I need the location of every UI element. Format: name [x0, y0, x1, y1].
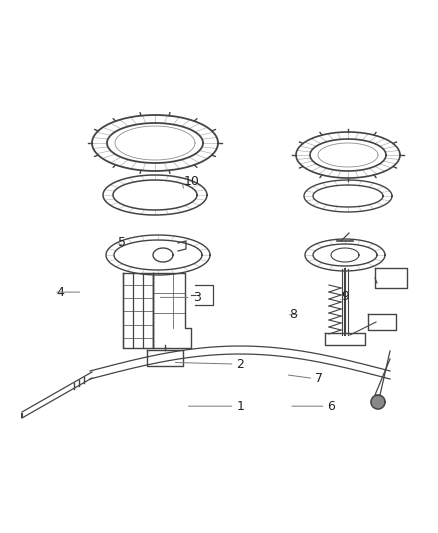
Text: 7: 7 — [315, 372, 323, 385]
Text: 4: 4 — [56, 286, 64, 298]
Text: 2: 2 — [237, 358, 244, 370]
Text: 3: 3 — [193, 291, 201, 304]
Text: 8: 8 — [289, 308, 297, 321]
Text: 6: 6 — [328, 400, 336, 413]
Text: 9: 9 — [342, 290, 350, 303]
Text: 5: 5 — [118, 236, 126, 249]
Polygon shape — [371, 395, 385, 409]
Text: 1: 1 — [237, 400, 244, 413]
Text: 10: 10 — [184, 175, 200, 188]
